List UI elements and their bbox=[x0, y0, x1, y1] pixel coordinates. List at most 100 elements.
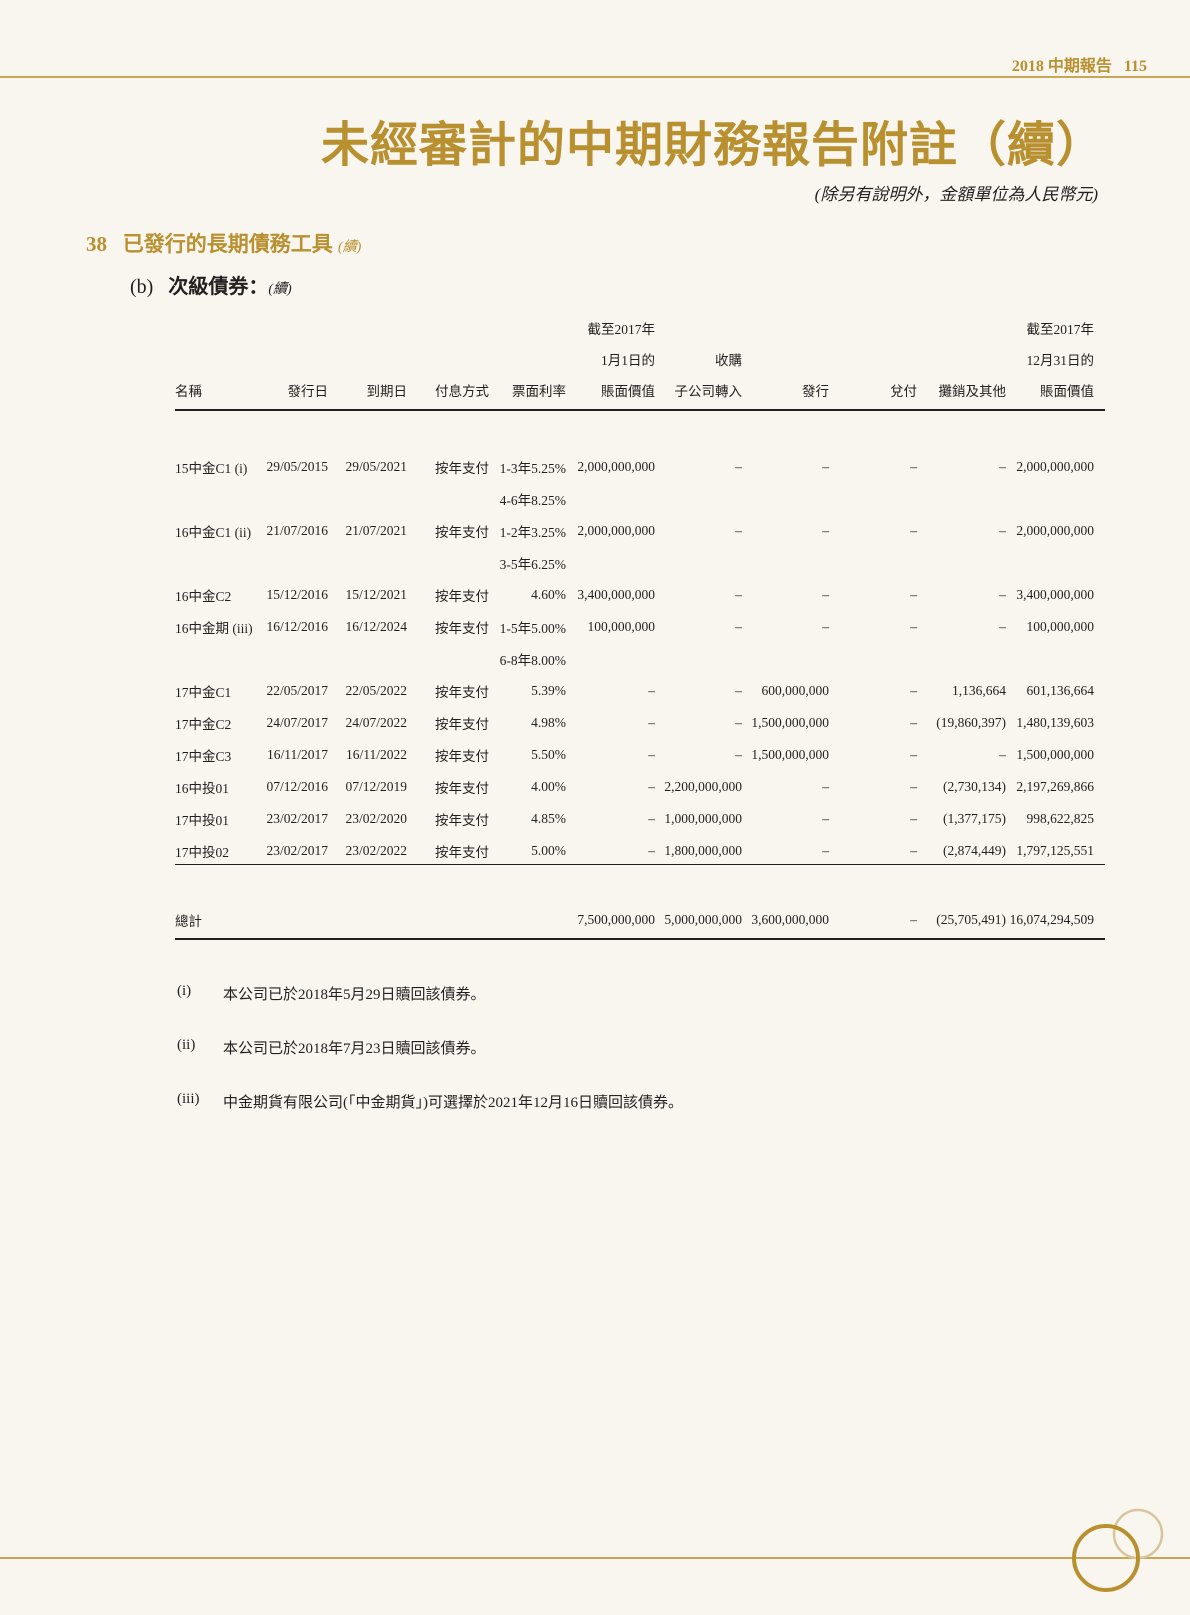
table-cell: – bbox=[910, 747, 917, 762]
table-cell: 601,136,664 bbox=[1026, 683, 1095, 698]
table-cell: – bbox=[735, 747, 742, 762]
column-header: 截至2017年 bbox=[587, 322, 656, 337]
table-cell: 16中金期 (iii) bbox=[175, 621, 253, 636]
table-cell: 按年支付 bbox=[435, 461, 489, 476]
table-cell: – bbox=[822, 779, 829, 794]
table-cell: 按年支付 bbox=[435, 749, 489, 764]
table-cell: 5.50% bbox=[531, 747, 566, 762]
table-cell: 16中金C1 (ii) bbox=[175, 525, 252, 540]
column-header: 兌付 bbox=[890, 384, 917, 399]
table-cell: – bbox=[735, 459, 742, 474]
column-header: 收購 bbox=[715, 353, 742, 368]
table-cell: 2,000,000,000 bbox=[577, 523, 655, 538]
column-header: 1月1日的 bbox=[601, 353, 655, 368]
currency-note: (除另有說明外，金額單位為人民幣元) bbox=[814, 185, 1098, 204]
table-cell: – bbox=[910, 523, 917, 538]
table-cell: 600,000,000 bbox=[761, 683, 830, 698]
column-header: 攤銷及其他 bbox=[938, 384, 1007, 399]
section-number: 38 bbox=[86, 232, 107, 256]
table-cell: 23/02/2022 bbox=[345, 843, 407, 858]
total-cell: – bbox=[910, 912, 917, 927]
table-cell: – bbox=[648, 779, 655, 794]
page-title: 未經審計的中期財務報告附註（續） bbox=[320, 119, 1105, 172]
note-text: 本公司已於2018年5月29日贖回該債券。 bbox=[223, 987, 486, 1003]
table-cell: 17中金C3 bbox=[175, 749, 232, 764]
table-cell: – bbox=[822, 523, 829, 538]
table-cell: – bbox=[910, 811, 917, 826]
header-rule bbox=[175, 409, 1105, 411]
table-cell: 23/02/2017 bbox=[266, 811, 328, 826]
note-label: (iii) bbox=[177, 1091, 200, 1107]
table-cell: – bbox=[822, 811, 829, 826]
table-cell: 按年支付 bbox=[435, 685, 489, 700]
table-cell: 2,000,000,000 bbox=[1016, 523, 1094, 538]
total-cell: 16,074,294,509 bbox=[1009, 912, 1094, 927]
table-cell: 15中金C1 (i) bbox=[175, 461, 248, 476]
table-cell: – bbox=[910, 619, 917, 634]
note-text: 本公司已於2018年7月23日贖回該債券。 bbox=[223, 1041, 486, 1057]
decorative-rings-icon bbox=[1072, 1508, 1164, 1592]
table-cell: 1,500,000,000 bbox=[1016, 747, 1094, 762]
table-cell: 21/07/2021 bbox=[345, 523, 407, 538]
table-cell: (19,860,397) bbox=[936, 715, 1006, 730]
column-header: 賬面價值 bbox=[601, 384, 655, 399]
column-header: 發行日 bbox=[287, 384, 329, 399]
table-cell: – bbox=[648, 715, 655, 730]
table-cell: 29/05/2015 bbox=[266, 459, 328, 474]
table-cell: 6-8年8.00% bbox=[499, 653, 566, 668]
table-cell: 4.00% bbox=[531, 779, 566, 794]
table-cell: – bbox=[822, 459, 829, 474]
table-cell: 1,500,000,000 bbox=[751, 747, 829, 762]
table-cell: 1,797,125,551 bbox=[1016, 843, 1094, 858]
table-cell: 2,000,000,000 bbox=[1016, 459, 1094, 474]
table-cell: 1,136,664 bbox=[952, 683, 1006, 698]
column-header: 截至2017年 bbox=[1026, 322, 1095, 337]
table-cell: 按年支付 bbox=[435, 621, 489, 636]
running-header: 2018 中期報告 115 bbox=[1012, 52, 1147, 76]
table-cell: 5.39% bbox=[531, 683, 566, 698]
table-cell: 按年支付 bbox=[435, 525, 489, 540]
column-header: 12月31日的 bbox=[1026, 353, 1095, 368]
table-cell: 23/02/2020 bbox=[345, 811, 407, 826]
table-cell: 按年支付 bbox=[435, 781, 489, 796]
table-cell: – bbox=[822, 619, 829, 634]
table-cell: 按年支付 bbox=[435, 845, 489, 860]
table-cell: – bbox=[910, 779, 917, 794]
table-cell: 17中投02 bbox=[175, 845, 229, 860]
total-cell: (25,705,491) bbox=[936, 912, 1006, 927]
table-cell: 15/12/2016 bbox=[266, 587, 328, 602]
table-cell: 17中金C1 bbox=[175, 685, 232, 700]
footer-rule bbox=[0, 1557, 1190, 1559]
table-cell: – bbox=[822, 843, 829, 858]
continued-label: (續) bbox=[338, 240, 362, 255]
total-cell: 總計 bbox=[175, 914, 202, 929]
table-cell: 15/12/2021 bbox=[345, 587, 407, 602]
table-cell: 16中金C2 bbox=[175, 589, 232, 604]
subtotal-rule bbox=[175, 864, 1105, 865]
subsection-title: 次級債券： bbox=[168, 276, 269, 298]
header-rule bbox=[0, 76, 1190, 78]
table-cell: 按年支付 bbox=[435, 589, 489, 604]
table-cell: – bbox=[735, 587, 742, 602]
column-header: 發行 bbox=[802, 384, 829, 399]
column-header: 名稱 bbox=[175, 384, 202, 399]
table-cell: 2,197,269,866 bbox=[1016, 779, 1094, 794]
table-cell: – bbox=[910, 587, 917, 602]
section-title: 已發行的長期債務工具 bbox=[122, 232, 333, 256]
table-cell: 1,800,000,000 bbox=[664, 843, 742, 858]
table-cell: 17中投01 bbox=[175, 813, 229, 828]
table-cell: 1-2年3.25% bbox=[499, 525, 566, 540]
table-cell: 2,200,000,000 bbox=[664, 779, 742, 794]
table-cell: 1-5年5.00% bbox=[499, 621, 566, 636]
table-cell: 16/12/2024 bbox=[345, 619, 407, 634]
table-cell: 998,622,825 bbox=[1026, 811, 1095, 826]
table-cell: 2,000,000,000 bbox=[577, 459, 655, 474]
table-cell: 21/07/2016 bbox=[266, 523, 328, 538]
table-cell: – bbox=[999, 459, 1006, 474]
column-header: 子公司轉入 bbox=[674, 384, 743, 399]
table-cell: 17中金C2 bbox=[175, 717, 232, 732]
table-cell: 3,400,000,000 bbox=[577, 587, 655, 602]
table-cell: – bbox=[648, 811, 655, 826]
table-cell: 100,000,000 bbox=[1026, 619, 1095, 634]
table-cell: 1,500,000,000 bbox=[751, 715, 829, 730]
